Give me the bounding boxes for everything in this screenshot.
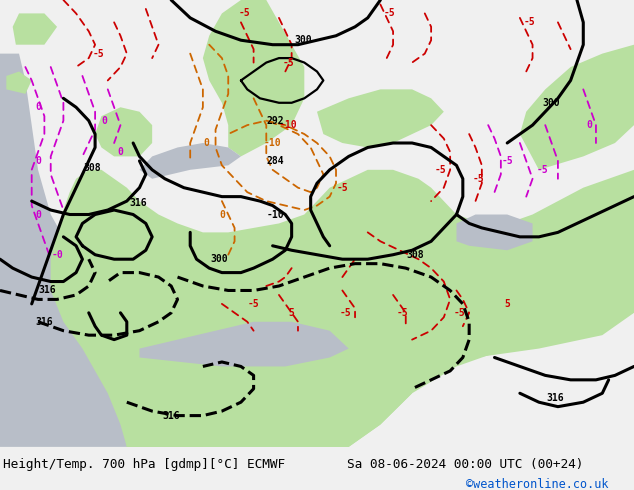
Text: 300: 300	[543, 98, 560, 108]
Polygon shape	[520, 45, 634, 170]
Text: Height/Temp. 700 hPa [gdmp][°C] ECMWF: Height/Temp. 700 hPa [gdmp][°C] ECMWF	[3, 458, 285, 470]
Text: 5: 5	[288, 308, 295, 318]
Polygon shape	[317, 89, 444, 147]
Text: 5: 5	[504, 299, 510, 309]
Text: -5: -5	[524, 17, 535, 27]
Polygon shape	[120, 375, 412, 447]
Text: -5: -5	[501, 156, 513, 166]
Text: Sa 08-06-2024 00:00 UTC (00+24): Sa 08-06-2024 00:00 UTC (00+24)	[347, 458, 584, 470]
Polygon shape	[456, 215, 533, 250]
Text: 300: 300	[294, 35, 312, 45]
Polygon shape	[6, 72, 32, 94]
Text: -5: -5	[340, 308, 351, 318]
Text: -5: -5	[337, 183, 348, 193]
Text: 0: 0	[35, 156, 41, 166]
Text: 292: 292	[267, 116, 285, 125]
Polygon shape	[0, 53, 203, 447]
Text: -5: -5	[238, 8, 250, 19]
Polygon shape	[139, 322, 349, 367]
Polygon shape	[51, 170, 634, 447]
Text: 0: 0	[203, 138, 209, 148]
Polygon shape	[412, 246, 634, 358]
Text: ©weatheronline.co.uk: ©weatheronline.co.uk	[466, 478, 609, 490]
Text: 0: 0	[101, 116, 108, 125]
Text: 0: 0	[35, 210, 41, 220]
Text: -5: -5	[384, 8, 396, 19]
Text: -10: -10	[264, 138, 281, 148]
Text: 0: 0	[219, 210, 225, 220]
Text: 316: 316	[162, 411, 180, 420]
Text: -5: -5	[536, 165, 548, 175]
Text: 316: 316	[36, 317, 53, 327]
Text: 316: 316	[39, 286, 56, 295]
Text: 308: 308	[83, 163, 101, 172]
Text: 308: 308	[406, 250, 424, 260]
Text: 0: 0	[117, 147, 124, 157]
Text: -10: -10	[267, 210, 285, 220]
Text: -5: -5	[473, 174, 484, 184]
Text: -10: -10	[280, 120, 297, 130]
Text: 300: 300	[210, 254, 228, 264]
Text: -5: -5	[93, 49, 104, 59]
Polygon shape	[203, 0, 304, 156]
Polygon shape	[13, 13, 57, 45]
Text: 316: 316	[129, 198, 147, 208]
Text: -0: -0	[51, 250, 63, 260]
Text: -5: -5	[435, 165, 446, 175]
Text: -5: -5	[454, 308, 465, 318]
Text: -5: -5	[397, 308, 408, 318]
Text: -5: -5	[283, 57, 294, 68]
Polygon shape	[139, 143, 241, 179]
Text: 316: 316	[546, 392, 564, 403]
Text: 284: 284	[267, 156, 285, 166]
Polygon shape	[95, 107, 152, 156]
Text: -5: -5	[248, 299, 259, 309]
Text: 0: 0	[586, 120, 593, 130]
Text: 0: 0	[35, 102, 41, 112]
